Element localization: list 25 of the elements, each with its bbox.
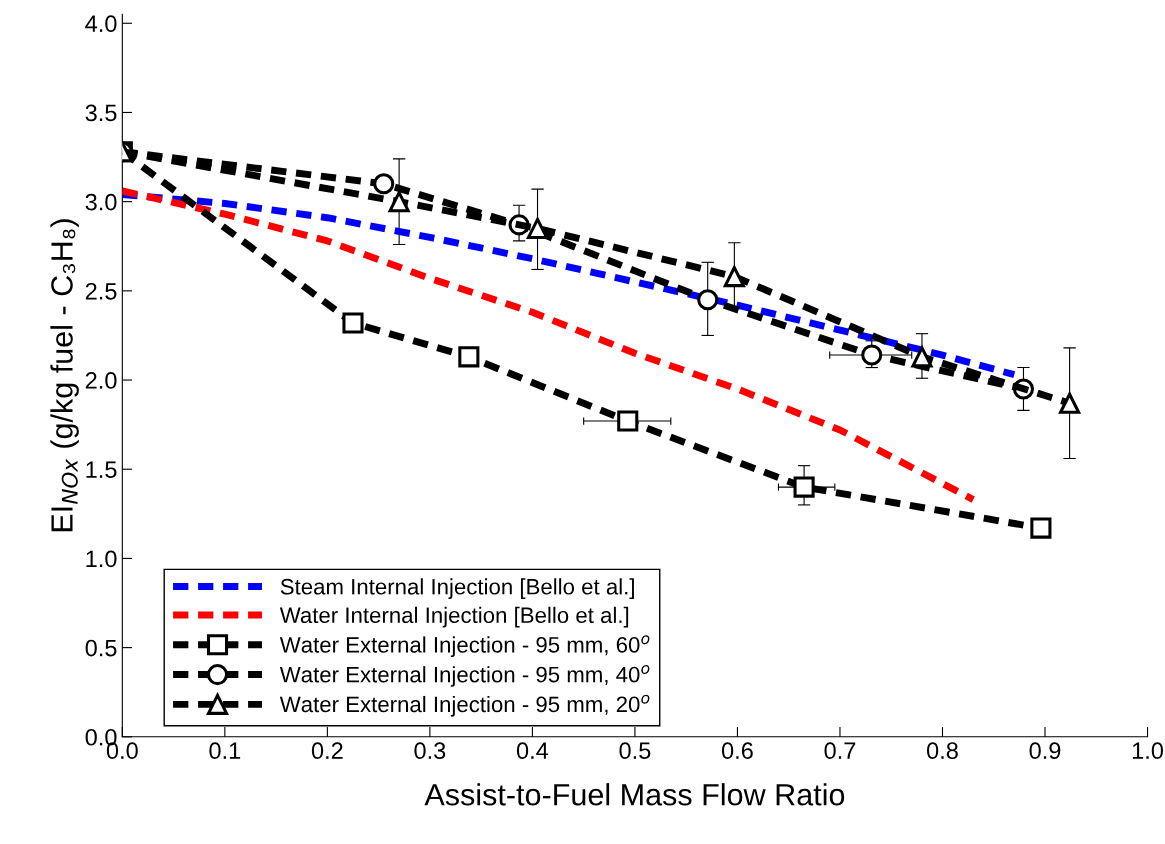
x-tick-label: 0.6 xyxy=(721,742,753,760)
x-tick-label: 0.5 xyxy=(619,742,651,760)
y-tick-label: 3.0 xyxy=(85,193,117,211)
x-tick-label: 0.9 xyxy=(1029,742,1061,760)
y-tick-label: 1.5 xyxy=(86,461,117,479)
legend-label: Water Internal Injection [Bello et al.] xyxy=(279,606,629,628)
y-tick-label: 4.0 xyxy=(85,15,117,33)
x-tick-label: 0.8 xyxy=(927,742,958,760)
x-axis-title: Assist-to-Fuel Mass Flow Ratio xyxy=(424,783,845,806)
y-tick-label: 3.5 xyxy=(85,104,117,122)
x-tick-label: 0.4 xyxy=(516,742,549,760)
y-tick-label: 1.0 xyxy=(86,550,117,568)
x-tick-label: 0.7 xyxy=(824,742,856,760)
x-tick-label: 0.3 xyxy=(414,742,446,760)
legend-label: Water External Injection - 95 mm, 60$^{o}$ xyxy=(279,635,650,658)
legend-label: Water External Injection - 95 mm, 40$^{o}$ xyxy=(279,665,650,687)
legend-label: Steam Internal Injection [Bello et al.] xyxy=(280,578,634,599)
y-tick-label: 0.5 xyxy=(85,639,117,657)
x-tick-label: 0.2 xyxy=(311,742,343,760)
x-tick-label: 0.1 xyxy=(209,742,241,760)
legend-label: Water External Injection - 95 mm, 20$^{o}$ xyxy=(279,694,650,717)
x-tick-label: 1.0 xyxy=(1132,742,1164,760)
y-axis-title: EI$_{NOx}$ (g/kg fuel - C₃H₈) xyxy=(50,219,79,532)
y-tick-label: 2.5 xyxy=(85,282,117,300)
y-tick-label: 2.0 xyxy=(85,372,117,389)
